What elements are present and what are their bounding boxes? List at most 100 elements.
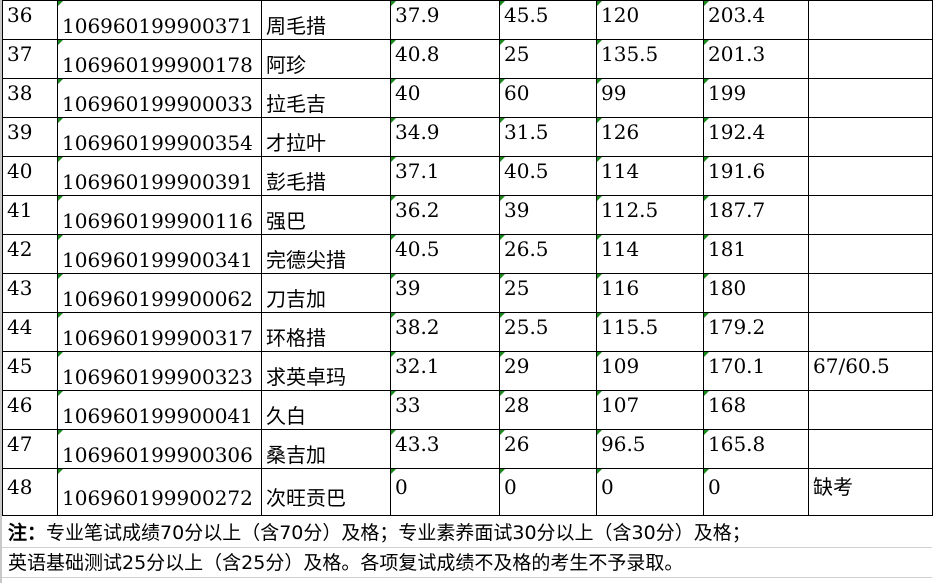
candidate-name-cell[interactable]: 求英卓玛 [261,351,391,391]
written-score-cell[interactable]: 39 [390,273,500,313]
interview-score-cell[interactable]: 31.5 [499,117,597,157]
total-score-cell[interactable]: 191.6 [703,156,809,196]
row-number-cell[interactable]: 42 [2,234,58,274]
remark-cell[interactable] [808,195,933,235]
row-number-cell[interactable]: 41 [2,195,58,235]
remark-cell[interactable] [808,117,933,157]
total-score-cell[interactable]: 192.4 [703,117,809,157]
row-number-cell[interactable]: 40 [2,156,58,196]
candidate-name-cell[interactable]: 桑吉加 [261,429,391,469]
candidate-id-cell[interactable]: 106960199900323 [57,351,262,391]
candidate-id-cell[interactable]: 106960199900341 [57,234,262,274]
interview-score-cell[interactable]: 45.5 [499,0,597,40]
candidate-name-cell[interactable]: 周毛措 [261,0,391,40]
candidate-id-cell[interactable]: 106960199900178 [57,39,262,79]
english-score-cell[interactable]: 114 [596,234,704,274]
candidate-name-cell[interactable]: 强巴 [261,195,391,235]
row-number-cell[interactable]: 45 [2,351,58,391]
candidate-id-cell[interactable]: 106960199900306 [57,429,262,469]
interview-score-cell[interactable]: 60 [499,78,597,118]
remark-cell[interactable] [808,273,933,313]
interview-score-cell[interactable]: 39 [499,195,597,235]
total-score-cell[interactable]: 199 [703,78,809,118]
interview-score-cell[interactable]: 26 [499,429,597,469]
remark-cell[interactable] [808,312,933,352]
remark-cell[interactable]: 缺考 [808,468,933,516]
written-score-cell[interactable]: 0 [390,468,500,516]
english-score-cell[interactable]: 114 [596,156,704,196]
total-score-cell[interactable]: 203.4 [703,0,809,40]
row-number-cell[interactable]: 47 [2,429,58,469]
row-number-cell[interactable]: 38 [2,78,58,118]
interview-score-cell[interactable]: 26.5 [499,234,597,274]
remark-cell[interactable] [808,0,933,40]
total-score-cell[interactable]: 170.1 [703,351,809,391]
interview-score-cell[interactable]: 25.5 [499,312,597,352]
candidate-id-cell[interactable]: 106960199900272 [57,468,262,516]
remark-cell[interactable] [808,390,933,430]
remark-cell[interactable] [808,156,933,196]
candidate-id-cell[interactable]: 106960199900317 [57,312,262,352]
interview-score-cell[interactable]: 40.5 [499,156,597,196]
total-score-cell[interactable]: 179.2 [703,312,809,352]
total-score-cell[interactable]: 168 [703,390,809,430]
total-score-cell[interactable]: 181 [703,234,809,274]
note-line-1[interactable]: 注：专业笔试成绩70分以上（含70分）及格；专业素养面试30分以上（含30分）及… [2,518,932,548]
written-score-cell[interactable]: 40.8 [390,39,500,79]
total-score-cell[interactable]: 165.8 [703,429,809,469]
row-number-cell[interactable]: 37 [2,39,58,79]
english-score-cell[interactable]: 109 [596,351,704,391]
candidate-id-cell[interactable]: 106960199900116 [57,195,262,235]
english-score-cell[interactable]: 107 [596,390,704,430]
english-score-cell[interactable]: 135.5 [596,39,704,79]
interview-score-cell[interactable]: 28 [499,390,597,430]
candidate-name-cell[interactable]: 环格措 [261,312,391,352]
written-score-cell[interactable]: 43.3 [390,429,500,469]
interview-score-cell[interactable]: 25 [499,273,597,313]
note-line-2[interactable]: 英语基础测试25分以上（含25分）及格。各项复试成绩不及格的考生不予录取。 [2,548,932,578]
written-score-cell[interactable]: 32.1 [390,351,500,391]
total-score-cell[interactable]: 201.3 [703,39,809,79]
candidate-id-cell[interactable]: 106960199900033 [57,78,262,118]
interview-score-cell[interactable]: 0 [499,468,597,516]
remark-cell[interactable] [808,78,933,118]
written-score-cell[interactable]: 40.5 [390,234,500,274]
remark-cell[interactable] [808,429,933,469]
candidate-id-cell[interactable]: 106960199900062 [57,273,262,313]
row-number-cell[interactable]: 39 [2,117,58,157]
candidate-name-cell[interactable]: 刀吉加 [261,273,391,313]
candidate-name-cell[interactable]: 彭毛措 [261,156,391,196]
english-score-cell[interactable]: 96.5 [596,429,704,469]
remark-cell[interactable]: 67/60.5 [808,351,933,391]
written-score-cell[interactable]: 33 [390,390,500,430]
candidate-name-cell[interactable]: 次旺贡巴 [261,468,391,516]
row-number-cell[interactable]: 46 [2,390,58,430]
written-score-cell[interactable]: 37.9 [390,0,500,40]
written-score-cell[interactable]: 40 [390,78,500,118]
total-score-cell[interactable]: 180 [703,273,809,313]
english-score-cell[interactable]: 99 [596,78,704,118]
total-score-cell[interactable]: 187.7 [703,195,809,235]
written-score-cell[interactable]: 36.2 [390,195,500,235]
written-score-cell[interactable]: 37.1 [390,156,500,196]
candidate-name-cell[interactable]: 才拉叶 [261,117,391,157]
row-number-cell[interactable]: 48 [2,468,58,516]
written-score-cell[interactable]: 38.2 [390,312,500,352]
candidate-id-cell[interactable]: 106960199900371 [57,0,262,40]
total-score-cell[interactable]: 0 [703,468,809,516]
interview-score-cell[interactable]: 29 [499,351,597,391]
candidate-name-cell[interactable]: 拉毛吉 [261,78,391,118]
candidate-name-cell[interactable]: 完德尖措 [261,234,391,274]
candidate-name-cell[interactable]: 久白 [261,390,391,430]
english-score-cell[interactable]: 112.5 [596,195,704,235]
candidate-id-cell[interactable]: 106960199900391 [57,156,262,196]
english-score-cell[interactable]: 0 [596,468,704,516]
interview-score-cell[interactable]: 25 [499,39,597,79]
remark-cell[interactable] [808,39,933,79]
row-number-cell[interactable]: 44 [2,312,58,352]
row-number-cell[interactable]: 36 [2,0,58,40]
english-score-cell[interactable]: 120 [596,0,704,40]
english-score-cell[interactable]: 126 [596,117,704,157]
candidate-name-cell[interactable]: 阿珍 [261,39,391,79]
english-score-cell[interactable]: 116 [596,273,704,313]
